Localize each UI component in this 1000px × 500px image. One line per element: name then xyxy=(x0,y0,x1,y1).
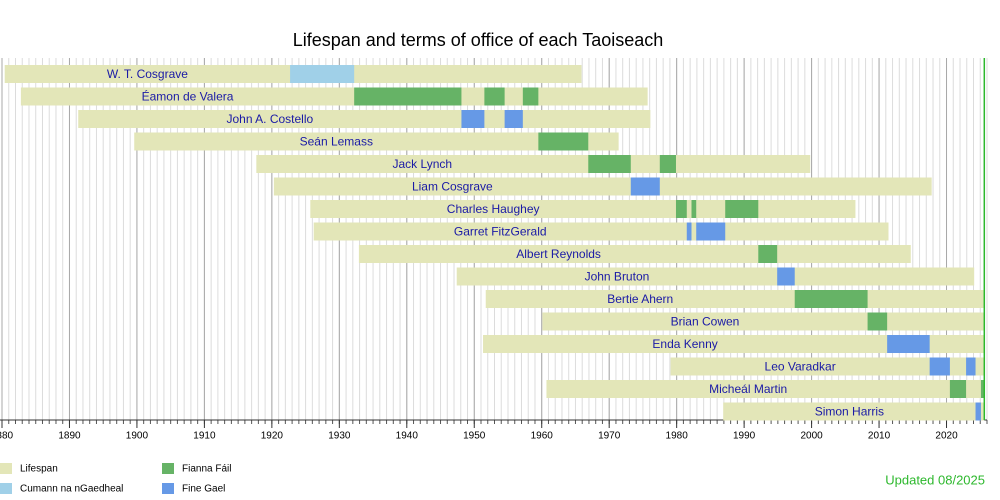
x-tick-label: 1980 xyxy=(666,431,689,442)
term-bar xyxy=(980,380,985,398)
x-tick-label: 1900 xyxy=(126,431,149,442)
term-bar xyxy=(691,200,697,218)
x-tick-label: 1890 xyxy=(58,431,81,442)
lifespan-bar xyxy=(78,110,651,128)
name-label: W. T. Cosgrave xyxy=(107,67,188,81)
name-label: Liam Cosgrave xyxy=(412,180,493,194)
legend-label: Fine Gael xyxy=(182,484,225,495)
term-bar xyxy=(966,357,976,376)
name-label: John Bruton xyxy=(585,270,650,284)
x-tick-label: 1910 xyxy=(193,431,216,442)
term-bar xyxy=(484,87,505,106)
lifespan-bar xyxy=(485,290,985,308)
lifespan-bar xyxy=(20,87,648,106)
legend-label: Cumann na nGaedheal xyxy=(20,484,123,495)
term-bar xyxy=(686,222,692,241)
term-bar xyxy=(867,312,888,331)
x-tick-label: 1930 xyxy=(328,431,351,442)
lifespan-bar xyxy=(723,402,985,421)
term-bar xyxy=(758,245,778,263)
name-label: Jack Lynch xyxy=(393,157,453,171)
term-bar xyxy=(887,335,930,353)
name-label: Leo Varadkar xyxy=(765,360,836,374)
x-tick-label: 1920 xyxy=(261,431,284,442)
name-label: Garret FitzGerald xyxy=(454,225,547,239)
x-tick-label: 1960 xyxy=(531,431,554,442)
x-tick-label: 2000 xyxy=(800,431,823,442)
term-bar xyxy=(538,132,589,151)
legend-swatch xyxy=(162,463,174,474)
term-bar xyxy=(290,65,355,83)
lifespan-bar xyxy=(310,200,856,218)
term-bar xyxy=(675,200,687,218)
term-bar xyxy=(975,402,981,421)
name-label: Seán Lemass xyxy=(300,135,373,149)
name-label: Éamon de Valera xyxy=(142,89,234,104)
term-bar xyxy=(794,290,868,308)
lifespan-bar xyxy=(273,177,932,196)
legend-swatch xyxy=(0,483,12,494)
lifespan-bar xyxy=(546,380,985,398)
updated-note: Updated 08/2025 xyxy=(885,472,985,487)
lifespan-bar xyxy=(358,245,911,263)
legend-label: Lifespan xyxy=(20,464,58,475)
lifespan-bar xyxy=(256,155,811,173)
name-label: Bertie Ahern xyxy=(607,292,673,306)
x-tick-label: 1990 xyxy=(733,431,756,442)
term-bar xyxy=(725,200,759,218)
name-label: Albert Reynolds xyxy=(516,247,601,261)
term-bar xyxy=(630,177,660,196)
name-label: Charles Haughey xyxy=(447,202,540,216)
term-bar xyxy=(659,155,676,173)
term-bar xyxy=(588,155,631,173)
lifespan-bar xyxy=(456,267,975,286)
term-bar xyxy=(777,267,795,286)
term-bar xyxy=(461,110,485,128)
name-label: Simon Harris xyxy=(815,405,884,419)
name-label: John A. Costello xyxy=(226,112,313,126)
lifespan-bar xyxy=(670,357,985,376)
name-label: Micheál Martin xyxy=(709,382,787,396)
legend-swatch xyxy=(162,483,174,494)
lifespan-bar xyxy=(542,312,985,331)
legend-swatch xyxy=(0,463,12,474)
term-bar xyxy=(504,110,523,128)
x-tick-label: 2010 xyxy=(868,431,891,442)
name-label: Enda Kenny xyxy=(652,337,717,351)
term-bar xyxy=(696,222,726,241)
term-bar xyxy=(929,357,950,376)
legend-label: Fianna Fáil xyxy=(182,464,231,475)
x-tick-label: 1950 xyxy=(463,431,486,442)
term-bar xyxy=(522,87,539,106)
x-tick-label: 2020 xyxy=(935,431,958,442)
lifespan-bar xyxy=(483,335,985,353)
x-tick-label: 1970 xyxy=(598,431,621,442)
x-tick-label: 1940 xyxy=(396,431,419,442)
x-tick-label: 1880 xyxy=(0,431,14,442)
term-bar xyxy=(354,87,462,106)
term-bar xyxy=(949,380,967,398)
lifespan-bar xyxy=(313,222,889,241)
name-label: Brian Cowen xyxy=(671,315,740,329)
chart-title: Lifespan and terms of office of each Tao… xyxy=(293,30,664,50)
lifespan-bar xyxy=(134,132,619,151)
